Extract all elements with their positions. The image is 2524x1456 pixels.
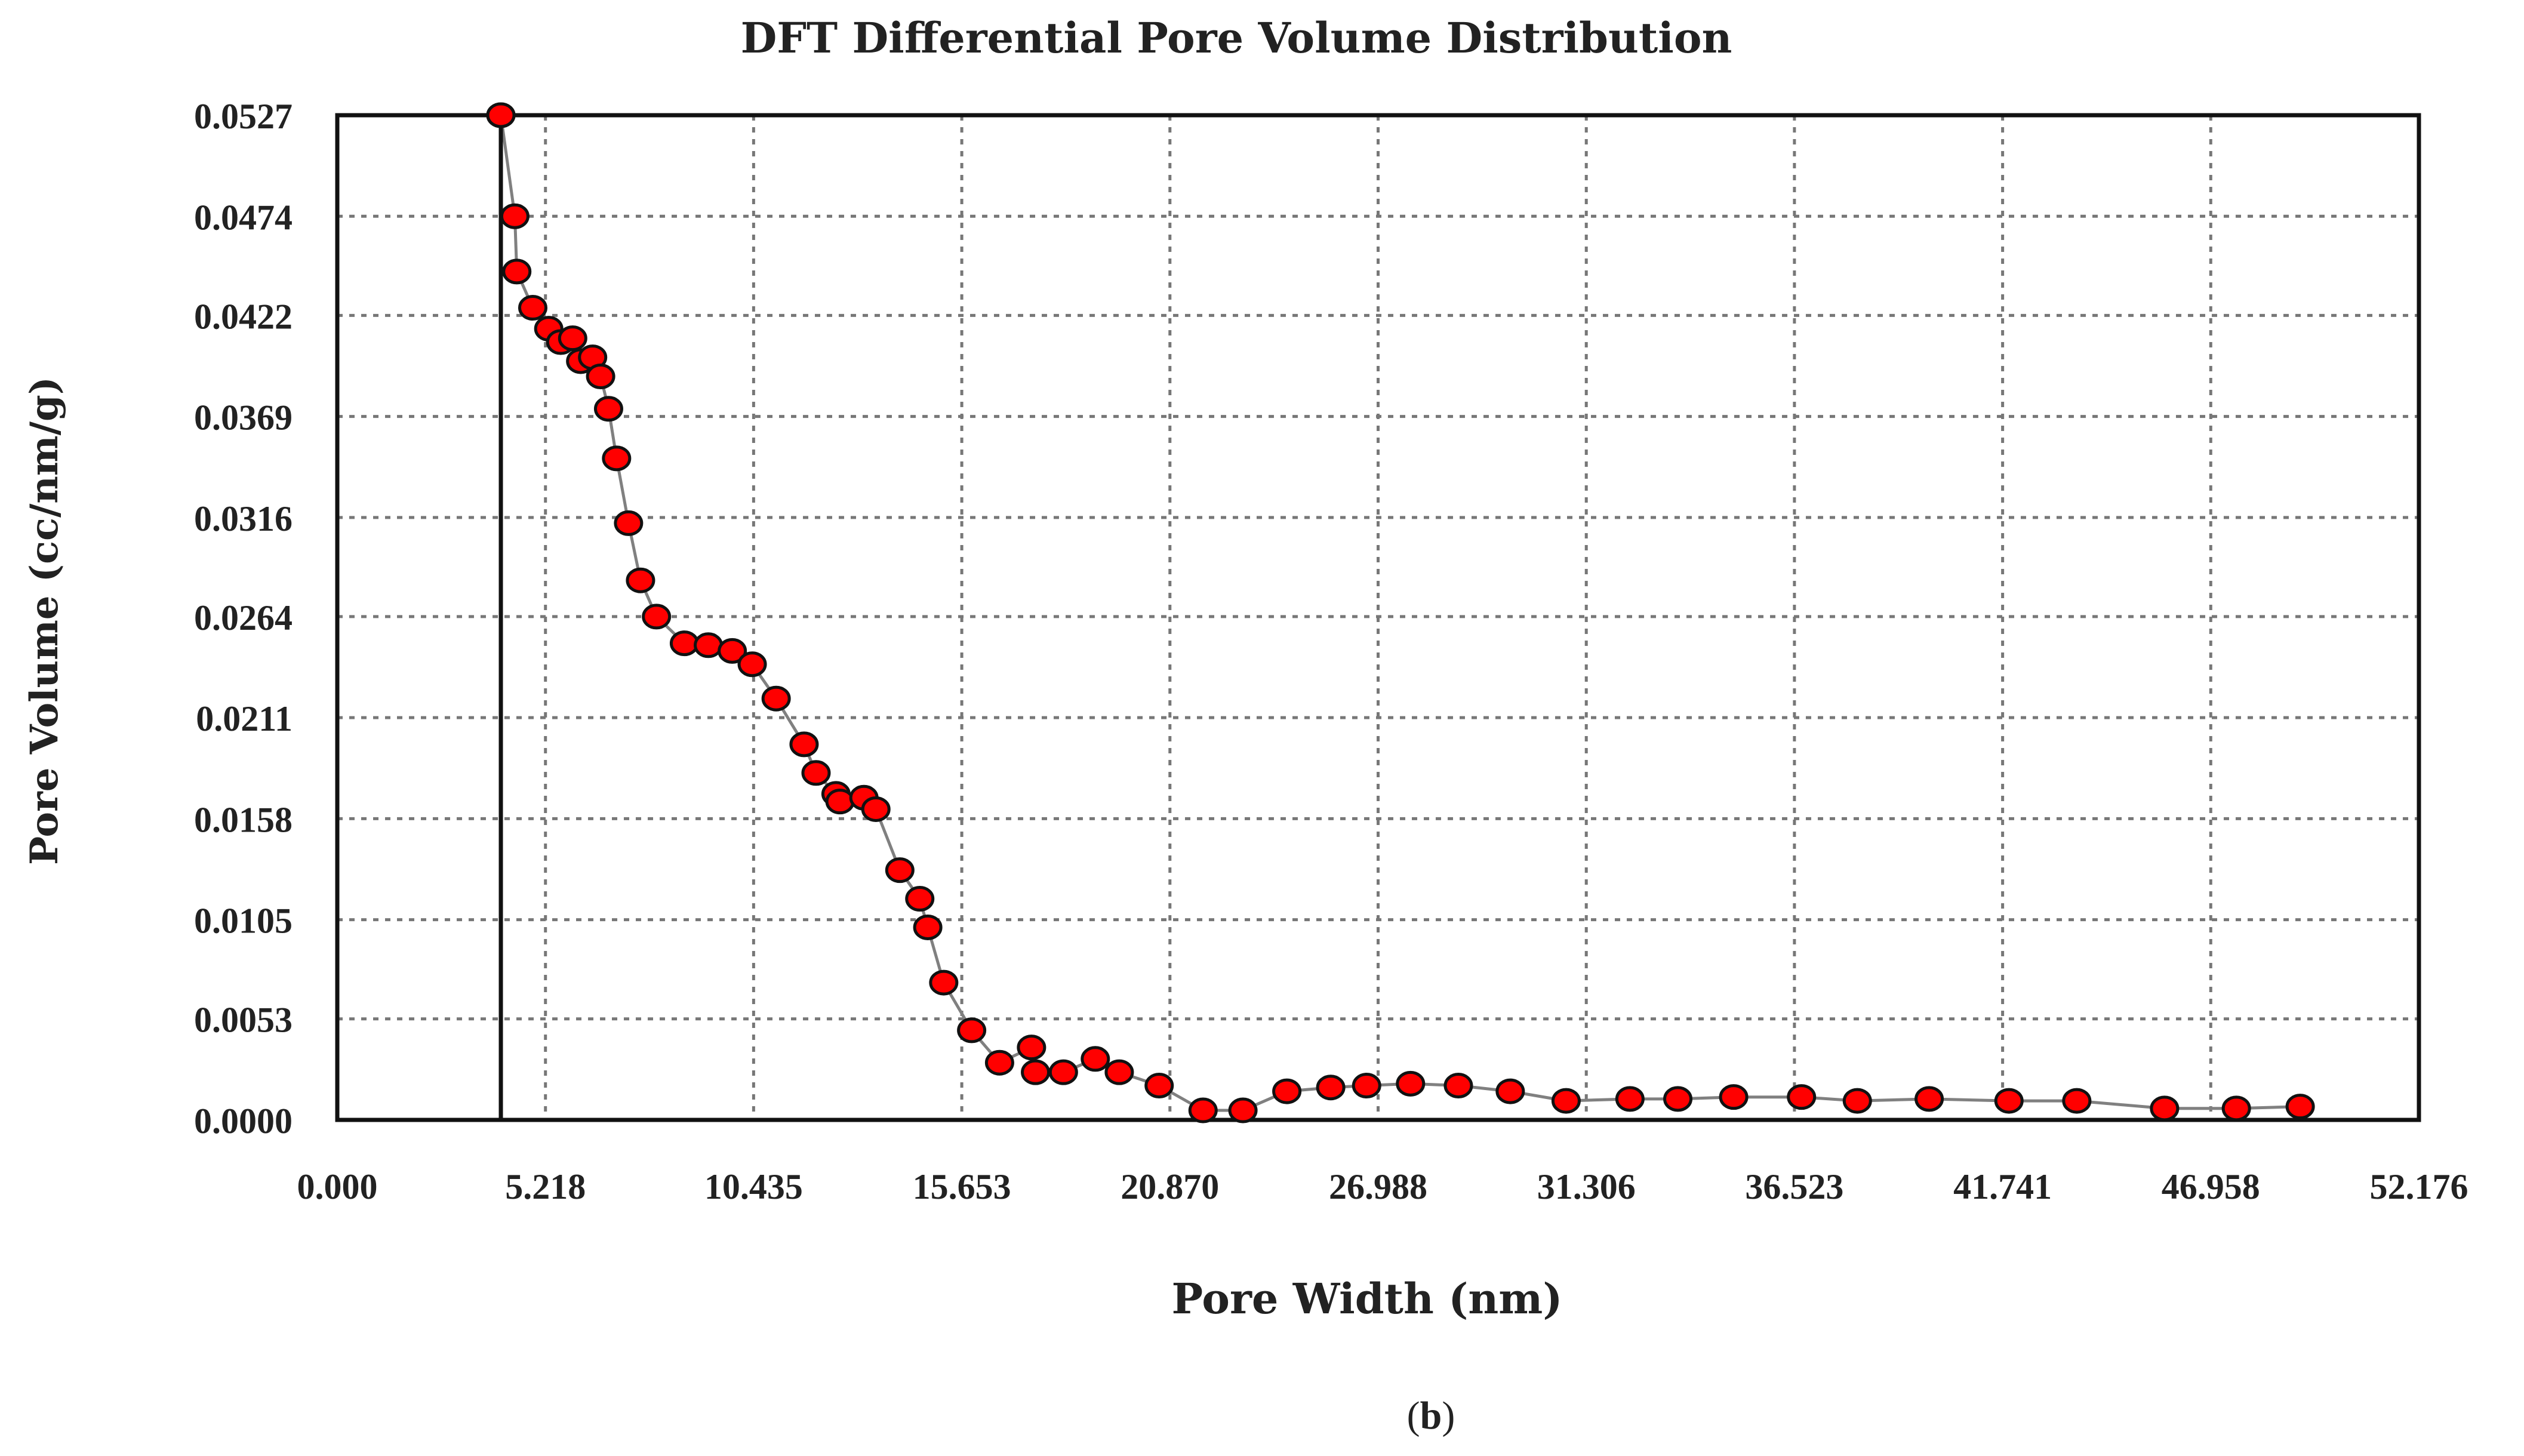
data-point <box>1081 1046 1110 1072</box>
grid-lines <box>337 115 2419 1120</box>
x-tick-label: 46.958 <box>2162 1167 2260 1206</box>
y-tick-label: 0.0053 <box>194 1001 293 1040</box>
data-point <box>1188 1097 1218 1123</box>
data-point <box>502 258 532 285</box>
y-axis-label: Pore Volume (cc/nm/g) <box>22 377 67 865</box>
data-point <box>2221 1095 2251 1122</box>
data-point <box>984 1049 1014 1076</box>
data-point <box>1787 1084 1817 1110</box>
data-point <box>885 857 915 884</box>
data-point <box>669 630 699 657</box>
data-point <box>737 651 767 678</box>
y-tick-label: 0.0211 <box>196 699 293 738</box>
data-point <box>486 102 516 128</box>
y-tick-label: 0.0264 <box>194 598 293 638</box>
data-point <box>861 796 891 822</box>
figure-caption: (b) <box>1407 1394 1455 1437</box>
data-point <box>801 760 831 786</box>
data-point <box>1914 1086 1944 1112</box>
data-point <box>1615 1086 1645 1112</box>
x-tick-label: 5.218 <box>505 1167 586 1206</box>
x-tick-label: 0.000 <box>297 1167 378 1206</box>
data-point <box>642 604 672 630</box>
x-tick-label: 36.523 <box>1745 1167 1843 1206</box>
data-point <box>825 789 855 815</box>
x-tick-label: 41.741 <box>1953 1167 2052 1206</box>
y-tick-label: 0.0105 <box>194 901 293 941</box>
data-point <box>789 731 819 758</box>
data-point <box>1719 1084 1749 1110</box>
data-point <box>2062 1088 2092 1114</box>
data-point <box>1495 1078 1525 1104</box>
data-point <box>500 203 530 229</box>
data-point <box>626 567 655 593</box>
data-point <box>957 1017 987 1043</box>
y-tick-label: 0.0000 <box>194 1101 293 1141</box>
chart-title: DFT Differential Pore Volume Distributio… <box>741 13 1732 63</box>
y-tick-label: 0.0527 <box>194 97 293 136</box>
x-tick-label: 26.988 <box>1329 1167 1427 1206</box>
data-point <box>1316 1075 1346 1101</box>
data-point <box>1144 1073 1174 1099</box>
data-point <box>593 396 623 422</box>
plot-frame <box>335 113 2421 1122</box>
data-point <box>1352 1073 1381 1099</box>
data-point <box>1272 1078 1302 1104</box>
data-point <box>1994 1088 2024 1114</box>
y-tick-label: 0.0474 <box>194 198 293 237</box>
caption-letter: b <box>1420 1394 1442 1437</box>
data-point <box>1017 1035 1046 1061</box>
data-point <box>1021 1059 1051 1085</box>
data-point <box>1396 1070 1426 1097</box>
data-point <box>1104 1059 1134 1085</box>
data-point <box>1228 1097 1258 1123</box>
data-point <box>1551 1088 1581 1114</box>
data-point <box>905 886 935 912</box>
y-tick-label: 0.0369 <box>194 398 293 438</box>
data-point <box>1842 1088 1872 1114</box>
data-point <box>761 685 791 712</box>
data-point <box>1443 1073 1473 1099</box>
data-point <box>2285 1094 2315 1120</box>
x-tick-label: 52.176 <box>2370 1167 2468 1206</box>
data-point <box>2150 1095 2180 1122</box>
data-point <box>1048 1059 1078 1085</box>
y-axis-tick-labels: 0.0000 0.0053 0.0105 0.0158 0.0211 0.0264 0.03… <box>194 97 293 1141</box>
x-tick-label: 20.870 <box>1121 1167 1219 1206</box>
y-tick-label: 0.0422 <box>194 297 293 336</box>
data-point <box>602 445 632 472</box>
data-point <box>518 295 547 321</box>
x-tick-label: 10.435 <box>704 1167 803 1206</box>
data-point <box>913 914 943 940</box>
data-series <box>486 102 2315 1123</box>
data-point <box>718 638 747 664</box>
data-point <box>1663 1086 1693 1112</box>
data-point <box>694 632 724 658</box>
y-tick-label: 0.0316 <box>194 499 293 538</box>
x-axis-label: Pore Width (nm) <box>1172 1274 1563 1323</box>
data-point <box>586 364 615 390</box>
x-axis-tick-labels: 0.000 5.218 10.435 15.653 20.870 26.988 31.306… <box>297 1167 2468 1206</box>
x-tick-label: 15.653 <box>913 1167 1011 1206</box>
x-tick-label: 31.306 <box>1537 1167 1636 1206</box>
data-point <box>929 969 959 996</box>
data-point <box>558 325 587 352</box>
data-point <box>614 510 644 536</box>
y-tick-label: 0.0158 <box>194 800 293 839</box>
